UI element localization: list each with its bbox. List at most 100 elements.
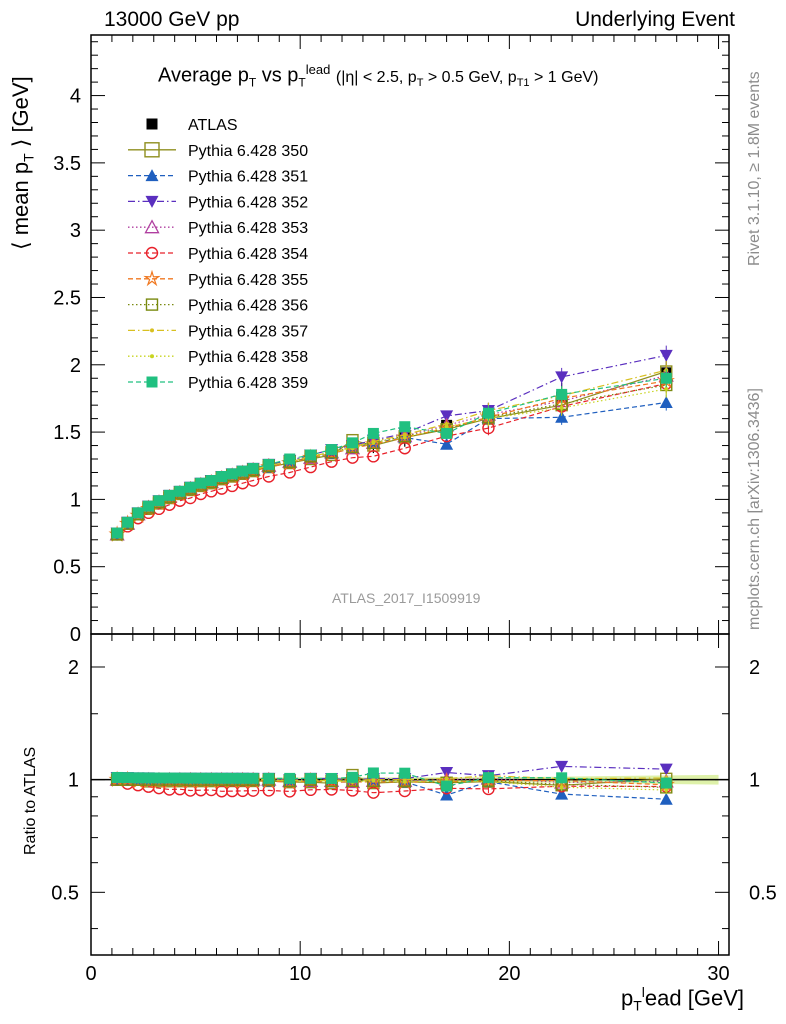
ratio-y-tick-label: 2 [68, 657, 79, 679]
ratio-y-axis-label: Ratio to ATLAS [22, 746, 39, 855]
point-p359 [132, 507, 144, 519]
x-tick-label: 0 [85, 963, 96, 985]
analysis-watermark: ATLAS_2017_I1509919 [332, 590, 481, 606]
ratio-point-p351 [440, 788, 454, 801]
ratio-point-p352 [555, 760, 569, 773]
point-p359 [441, 427, 453, 439]
ratio-point-p358 [371, 778, 376, 783]
main-y-tick-label: 2 [70, 355, 81, 377]
main-y-tick-label: 0 [70, 624, 81, 646]
ratio-point-p358 [559, 785, 564, 790]
ratio-point-p359 [305, 772, 317, 784]
main-y-tick-label: 1 [70, 489, 81, 511]
legend-title: Average pT vs pTlead (|η| < 2.5, pT > 0.… [158, 62, 599, 90]
point-p354 [398, 442, 411, 455]
ratio-point-p354 [304, 783, 317, 797]
ratio-point-p359 [205, 772, 217, 784]
ratio-point-p359 [216, 772, 228, 784]
ratio-point-p359 [247, 772, 259, 784]
point-p351 [555, 410, 569, 423]
point-p359 [111, 527, 123, 539]
axes-ticks: 0 0.5 1 1.5 2 2.5 3 3.5 4 0 10 20 30 0.5 0.5 1 1 2 2 [51, 35, 777, 985]
ratio-point-p359 [556, 772, 568, 784]
mcplots-label: mcplots.cern.ch [arXiv:1306.3436] [746, 388, 763, 630]
legend-label-p353: Pythia 6.428 353 [188, 220, 308, 237]
main-panel-frame [90, 34, 730, 635]
legend-label-p352: Pythia 6.428 352 [188, 194, 308, 211]
legend-label-p354: Pythia 6.428 354 [188, 246, 308, 263]
point-p359 [305, 449, 317, 461]
point-p359 [660, 372, 672, 384]
x-tick-label: 30 [707, 963, 729, 985]
x-tick-label: 10 [289, 963, 311, 985]
legend-marker-data [146, 118, 158, 130]
point-p358 [371, 440, 376, 445]
point-p359 [195, 477, 207, 489]
point-p351 [659, 395, 673, 408]
x-tick-label: 20 [498, 963, 520, 985]
series-p354 [110, 374, 673, 541]
ratio-point-p359 [284, 772, 296, 784]
main-y-tick-label: 0.5 [53, 557, 81, 579]
legend-marker-p350 [144, 142, 160, 158]
ratio-point-p359 [226, 772, 238, 784]
legend-label-data: ATLAS [188, 117, 238, 134]
legend-label-p350: Pythia 6.428 350 [188, 143, 308, 160]
ratio-point-p359 [143, 772, 155, 784]
ratio-point-p351 [659, 792, 673, 805]
rivet-version-label: Rivet 3.1.10, ≥ 1.8M events [746, 71, 763, 266]
ratio-point-p358 [664, 788, 669, 793]
point-p359 [216, 471, 228, 483]
series-line-p358 [116, 388, 667, 535]
point-p359 [284, 453, 296, 465]
point-p358 [444, 424, 449, 429]
series-p355 [108, 371, 675, 542]
ratio-point-p359 [122, 772, 134, 784]
point-p359 [163, 489, 175, 501]
main-y-tick-label: 1.5 [53, 422, 81, 444]
ratio-point-p352 [659, 763, 673, 776]
point-p359 [226, 468, 238, 480]
ratio-point-p359 [367, 767, 379, 779]
legend-label-p351: Pythia 6.428 351 [188, 169, 308, 186]
point-p359 [237, 465, 249, 477]
ratio-point-p359 [441, 780, 453, 792]
legend-label-p355: Pythia 6.428 355 [188, 272, 308, 289]
header-right: Underlying Event [575, 8, 735, 31]
point-p359 [174, 485, 186, 497]
ratio-point-p359 [660, 777, 672, 789]
point-p359 [122, 516, 134, 528]
point-p351 [440, 437, 454, 450]
point-p359 [367, 427, 379, 439]
legend-marker-p355 [143, 269, 161, 287]
main-y-tick-label: 3 [70, 220, 81, 242]
series-p358 [115, 380, 669, 537]
ratio-point-p359 [195, 772, 207, 784]
ratio-point-p359 [174, 772, 186, 784]
main-y-axis-label: ⟨ mean pT ⟩ [GeV] [8, 76, 37, 250]
ratio-point-p359 [237, 772, 249, 784]
series-line-p354 [116, 383, 667, 535]
header-left: 13000 GeV pp [104, 8, 240, 31]
ratio-panel-series [108, 760, 675, 805]
legend-marker-p353 [144, 219, 160, 234]
ratio-point-p359 [184, 772, 196, 784]
x-axis-label: pTlead [GeV] [620, 984, 744, 1014]
ratio-point-p359 [326, 772, 338, 784]
ratio-panel-frame [90, 633, 730, 956]
point-p358 [402, 435, 407, 440]
series-line-p351 [116, 401, 667, 535]
point-p359 [556, 388, 568, 400]
main-y-tick-label: 4 [70, 86, 81, 108]
main-y-tick-label: 2.5 [53, 287, 81, 309]
legend-label-p358: Pythia 6.428 358 [188, 349, 308, 366]
point-p359 [482, 407, 494, 419]
ratio-point-p359 [263, 772, 275, 784]
legend-marker-p356 [145, 298, 159, 311]
legend-label-p356: Pythia 6.428 356 [188, 298, 308, 315]
point-p358 [664, 387, 669, 392]
legend-marker-p352 [145, 195, 159, 208]
ratio-y-tick-label-right: 0.5 [749, 882, 777, 904]
point-p358 [559, 405, 564, 410]
